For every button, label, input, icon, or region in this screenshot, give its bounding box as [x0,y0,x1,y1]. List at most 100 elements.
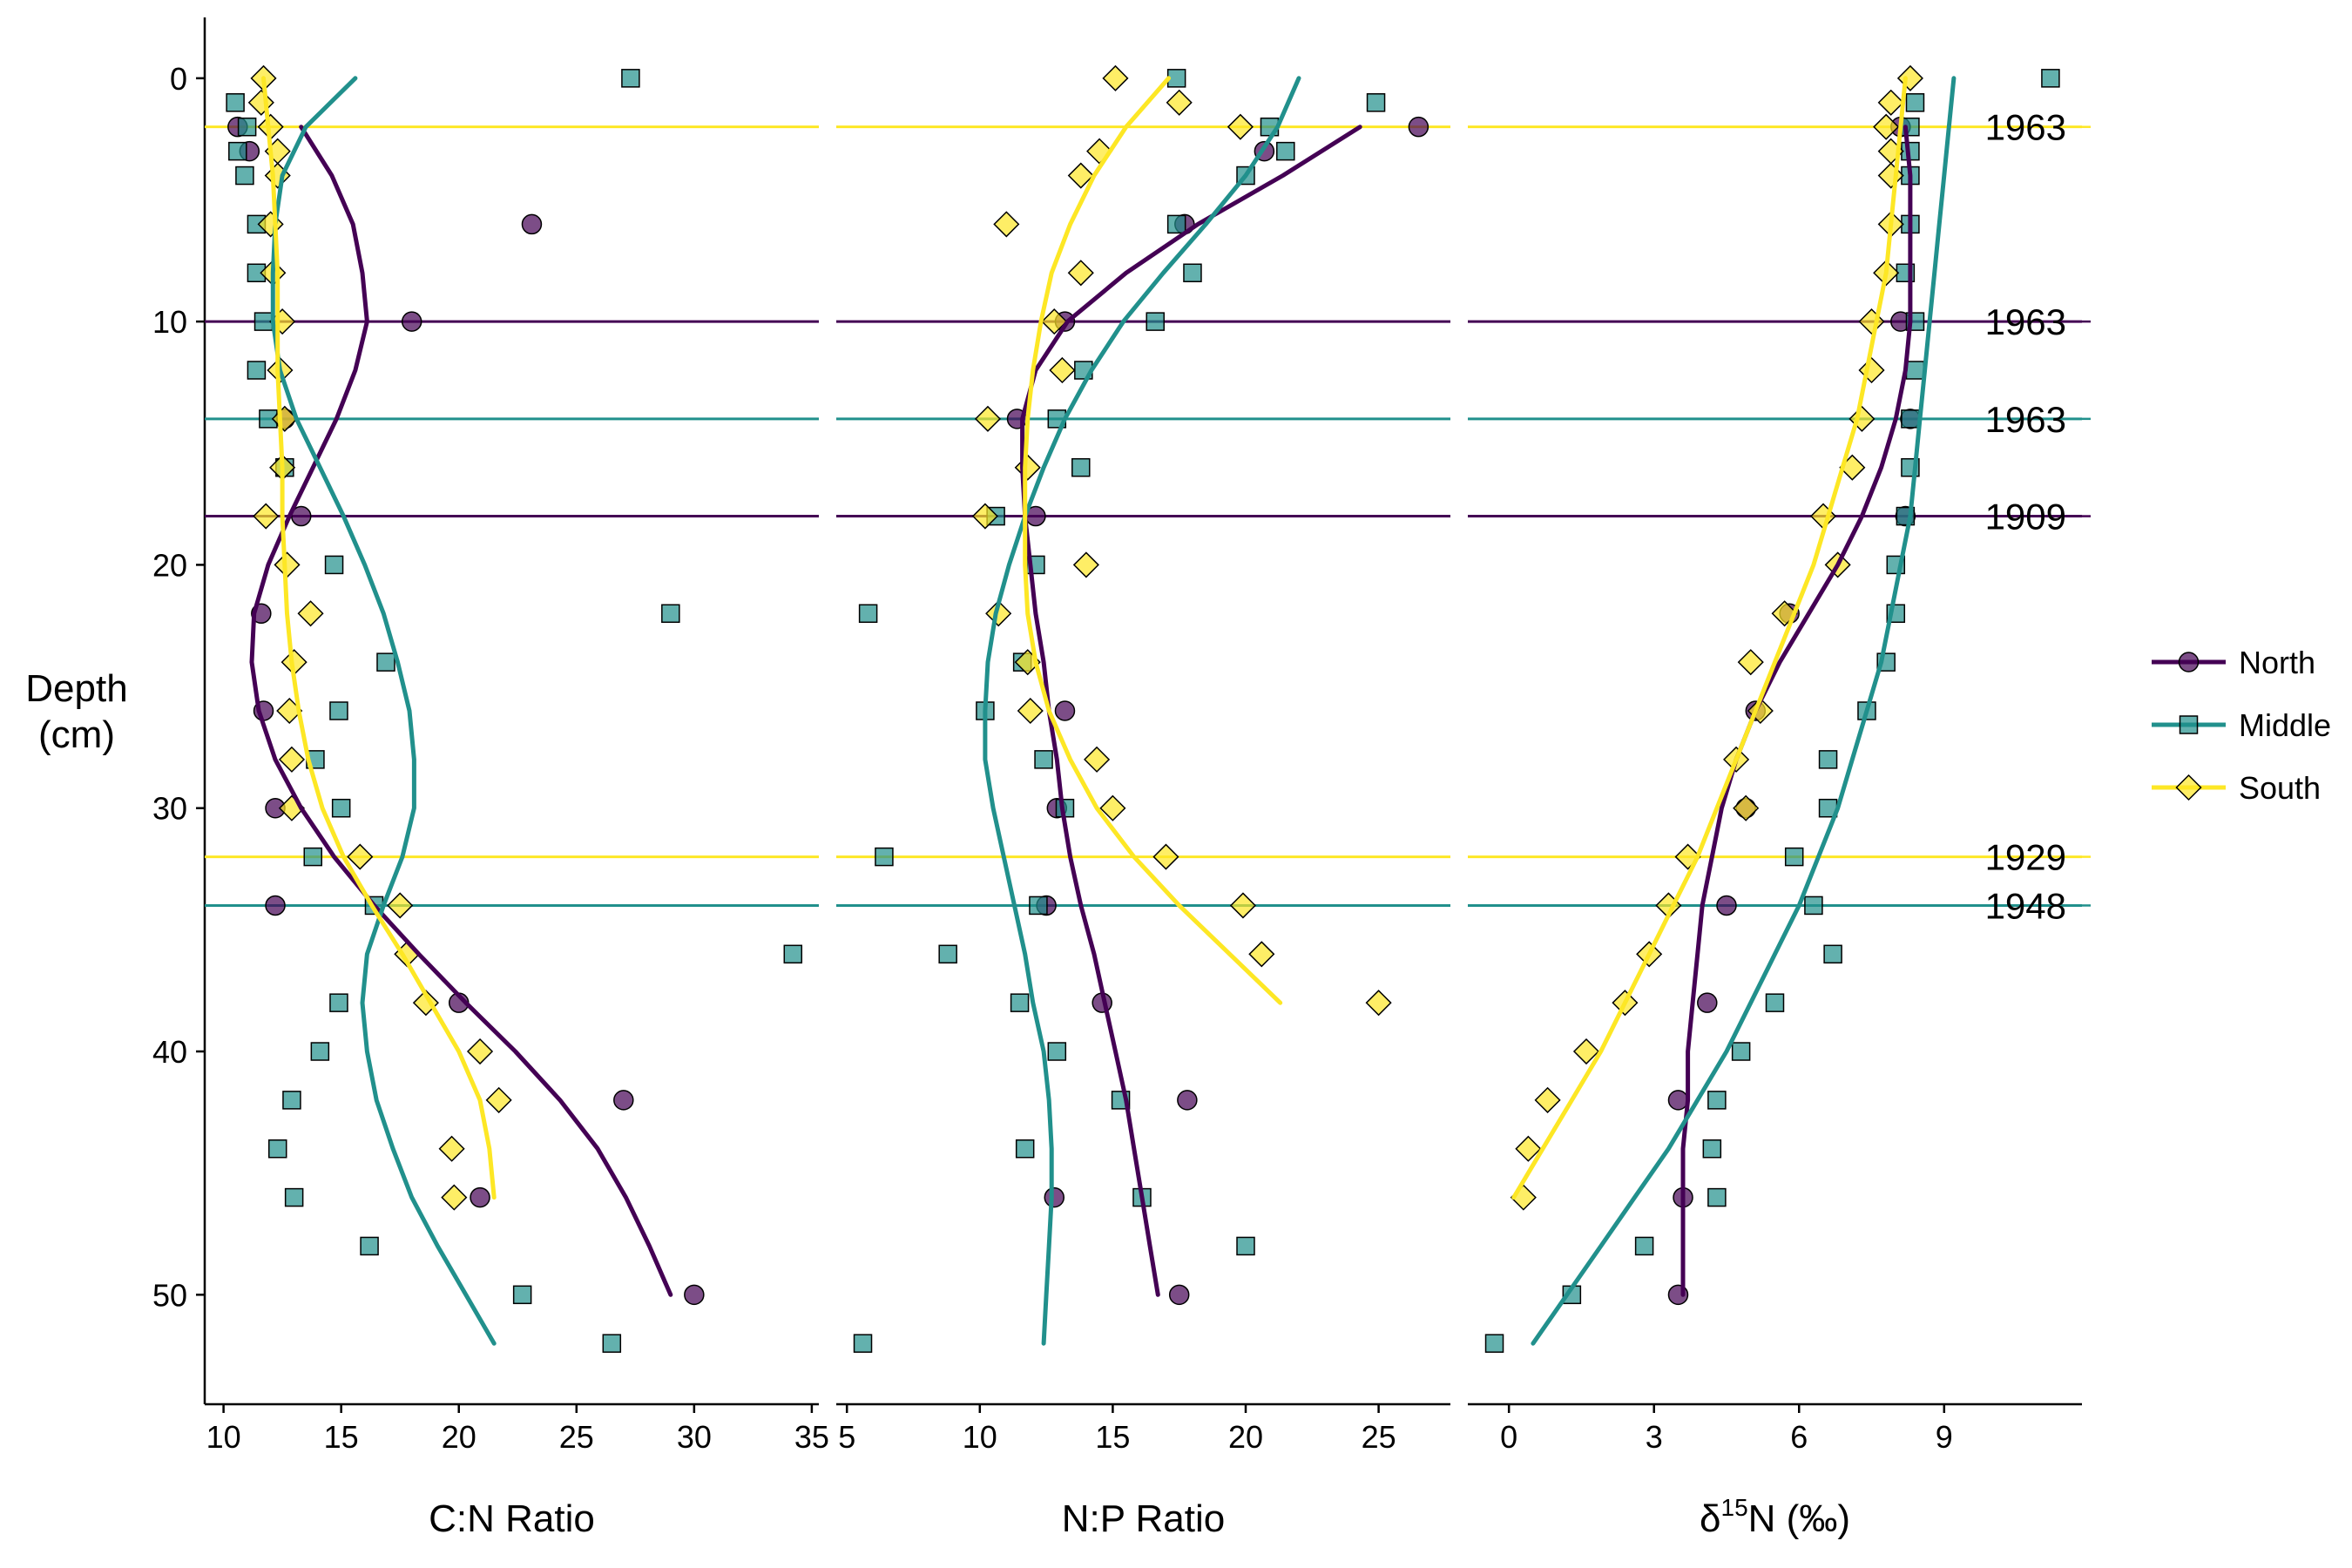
data-point [324,555,344,575]
data-point [1102,64,1129,91]
x-tick-label: 25 [1362,1419,1396,1455]
data-point [331,798,351,818]
x-tick-label: 0 [1500,1419,1517,1455]
data-point [521,213,543,235]
panel-3: 0 3 6 9 δ15N (‰) [1468,64,2082,1540]
data-point [938,944,957,964]
data-point [1044,1186,1065,1208]
data-point [1014,454,1041,481]
data-point [1049,356,1076,384]
series-middle-smooth-line [270,76,497,1346]
data-point [621,69,640,88]
data-point [1667,1090,1689,1111]
legend-marker [2175,774,2202,801]
data-point [1765,993,1785,1012]
x-tick-label: 10 [206,1419,241,1455]
data-point [1716,895,1737,916]
legend-label: North [2239,645,2315,680]
data-point [1072,551,1099,578]
x-tick-label: 15 [1095,1419,1130,1455]
data-point [512,1285,532,1305]
data-point [401,311,422,332]
data-point [1017,697,1044,725]
data-point [1054,700,1076,721]
data-point [1818,750,1838,769]
data-point [1877,89,1904,116]
data-point [993,211,1020,238]
data-point [1697,992,1718,1013]
data-point [1071,457,1091,477]
data-point [329,701,348,720]
data-point [1905,361,1925,380]
data-point [1166,214,1186,234]
series-south-points [971,64,1392,1017]
data-point [875,847,894,867]
data-point [1041,308,1068,335]
x-tick-label: 6 [1790,1419,1808,1455]
data-point [1366,93,1386,112]
data-point [1515,1135,1542,1162]
data-point [1015,1139,1035,1159]
data-point [971,503,998,530]
data-point [602,1334,622,1353]
data-point [237,117,257,137]
x-tick-label: 35 [794,1419,829,1455]
data-point [1896,64,1923,91]
data-point [329,993,348,1012]
data-point [1183,263,1202,283]
data-point [974,405,1002,432]
data-point [360,1236,379,1256]
y-tick-label: 30 [152,791,187,827]
series-south-smooth-line [261,76,497,1200]
data-point [1146,312,1165,331]
data-point [1248,941,1275,968]
data-point [347,843,374,870]
data-point [1227,113,1254,140]
data-point [284,1187,304,1207]
x-axis-title-sup: 15 [1721,1494,1748,1521]
data-point [1905,93,1925,112]
x-tick-label: 9 [1936,1419,1953,1455]
data-point [265,895,286,916]
x-tick-label: 5 [838,1419,855,1455]
legend-label: Middle [2239,707,2331,743]
data-point [1229,892,1257,919]
data-point [783,944,803,964]
data-point [1408,116,1429,138]
data-point [1707,1187,1727,1207]
data-point [853,1334,873,1353]
data-point [1572,1037,1600,1065]
data-point [1236,1236,1255,1256]
y-axis-title-line2: (cm) [38,713,115,756]
data-point [235,166,254,186]
series-north-smooth-line [249,125,673,1297]
panel-1: 10 15 20 25 30 35 C:N Ratio [205,64,829,1540]
x-axis-title: C:N Ratio [429,1497,595,1540]
data-point [684,1284,705,1306]
y-tick-label: 0 [170,61,187,97]
x-tick-label: 15 [324,1419,359,1455]
data-point [1534,1086,1561,1113]
data-point [441,1184,468,1211]
series-north-points [1006,116,1429,1306]
legend-item-north: North [2152,645,2315,680]
data-point [228,141,247,161]
x-tick-label: 3 [1646,1419,1663,1455]
data-point [1731,1042,1751,1061]
series-north-smooth-line [1680,125,1913,1297]
y-axis: 0 10 20 30 40 50 [152,17,206,1404]
data-point [282,1091,301,1110]
reference-line-label: 1948 [1985,885,2066,926]
data-point [1873,113,1900,140]
reference-line-label: 1963 [1985,107,2066,148]
x-axis-title: N:P Ratio [1062,1497,1226,1540]
series-middle-points [1484,69,2060,1353]
reference-line-labels: 1963 1963 1963 1909 1929 1948 [1985,107,2091,926]
series-middle-points [226,69,803,1353]
data-point [661,604,680,624]
data-point [1166,89,1193,116]
data-point [376,652,395,672]
data-point [247,361,267,380]
legend: North Middle South [2152,645,2331,806]
y-tick-label: 40 [152,1034,187,1070]
